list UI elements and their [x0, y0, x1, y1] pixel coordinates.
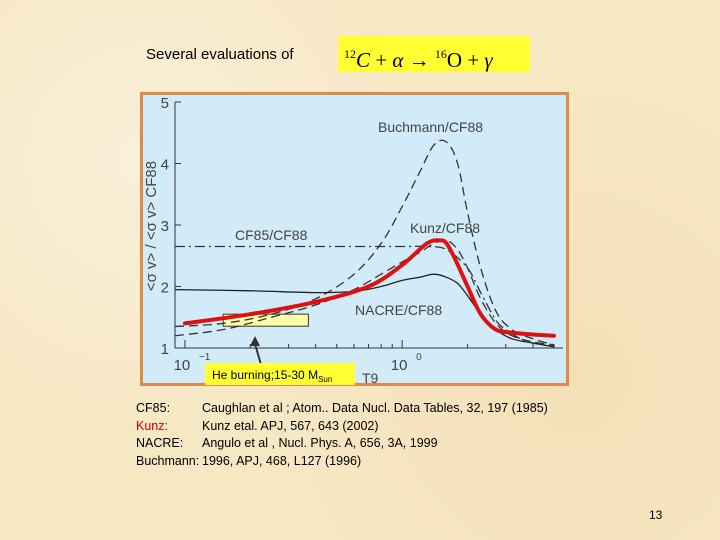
- reference-text: Kunz etal. APJ, 567, 643 (2002): [202, 418, 379, 433]
- annotation-arrowhead: [250, 336, 260, 346]
- gamma-symbol: γ: [484, 48, 493, 72]
- reference-key: Buchmann:: [136, 453, 200, 468]
- reaction-arrow: →: [408, 48, 430, 72]
- series-kunz-cf88: [174, 239, 555, 346]
- y-tick-label: 3: [161, 218, 169, 235]
- y-tick-label: 4: [161, 157, 169, 174]
- reference-text: Angulo et al , Nucl. Phys. A, 656, 3A, 1…: [202, 436, 438, 450]
- x-tick-label: 10: [391, 357, 408, 374]
- references: CF85: Caughlan et al ; Atom.. Data Nucl. …: [136, 400, 548, 470]
- reference-row: Kunz: Kunz etal. APJ, 567, 643 (2002): [136, 418, 548, 436]
- product-mass-number: 16: [434, 47, 447, 61]
- page-number: 13: [649, 508, 663, 522]
- reference-row: NACRE: Angulo et al , Nucl. Phys. A, 656,…: [136, 435, 548, 453]
- series-kunz-thick-: [182, 238, 556, 338]
- plus-sign-2: +: [467, 48, 480, 72]
- x-tick-exponent: −1: [199, 352, 211, 363]
- y-tick-label: 5: [161, 95, 169, 112]
- annotation-text: He burning;15-30 MSun: [212, 368, 332, 384]
- product-symbol: O: [446, 48, 463, 72]
- series-nacre-cf88: [174, 273, 555, 348]
- series-label: Kunz/CF88: [410, 220, 480, 236]
- y-axis-label: <σ v> / <σ v> CF88: [143, 161, 160, 291]
- reference-text: Caughlan et al ; Atom.. Data Nucl. Data …: [202, 401, 548, 415]
- reference-key: NACRE:: [136, 436, 184, 450]
- plot-frame: [140, 92, 569, 386]
- reactant-symbol: C: [356, 48, 371, 72]
- reference-row: Buchmann: 1996, APJ, 468, L127 (1996): [136, 453, 548, 471]
- x-tick-exponent: 0: [416, 352, 422, 363]
- series-cf85-cf88: [174, 245, 555, 347]
- reaction-formula: 12C + α → 16O + γ: [338, 36, 530, 72]
- series-label: Buchmann/CF88: [378, 119, 483, 135]
- alpha-symbol: α: [392, 48, 404, 72]
- y-tick-label: 2: [161, 280, 169, 297]
- plus-sign: +: [375, 48, 388, 72]
- x-axis-label: T9: [362, 370, 379, 386]
- reference-row: CF85: Caughlan et al ; Atom.. Data Nucl. …: [136, 400, 548, 418]
- reference-key: CF85:: [136, 401, 171, 415]
- series-label: NACRE/CF88: [355, 302, 442, 318]
- slide-title: Several evaluations of: [146, 46, 294, 63]
- reactant-mass-number: 12: [344, 47, 356, 61]
- x-tick-label: 10: [174, 357, 191, 374]
- reference-key: Kunz:: [136, 418, 168, 433]
- annotation-box: [205, 363, 355, 385]
- y-tick-label: 1: [161, 341, 169, 358]
- annotation-subscript: Sun: [318, 375, 332, 384]
- series-label: CF85/CF88: [235, 227, 308, 243]
- reference-text: 1996, APJ, 468, L127 (1996): [202, 453, 362, 468]
